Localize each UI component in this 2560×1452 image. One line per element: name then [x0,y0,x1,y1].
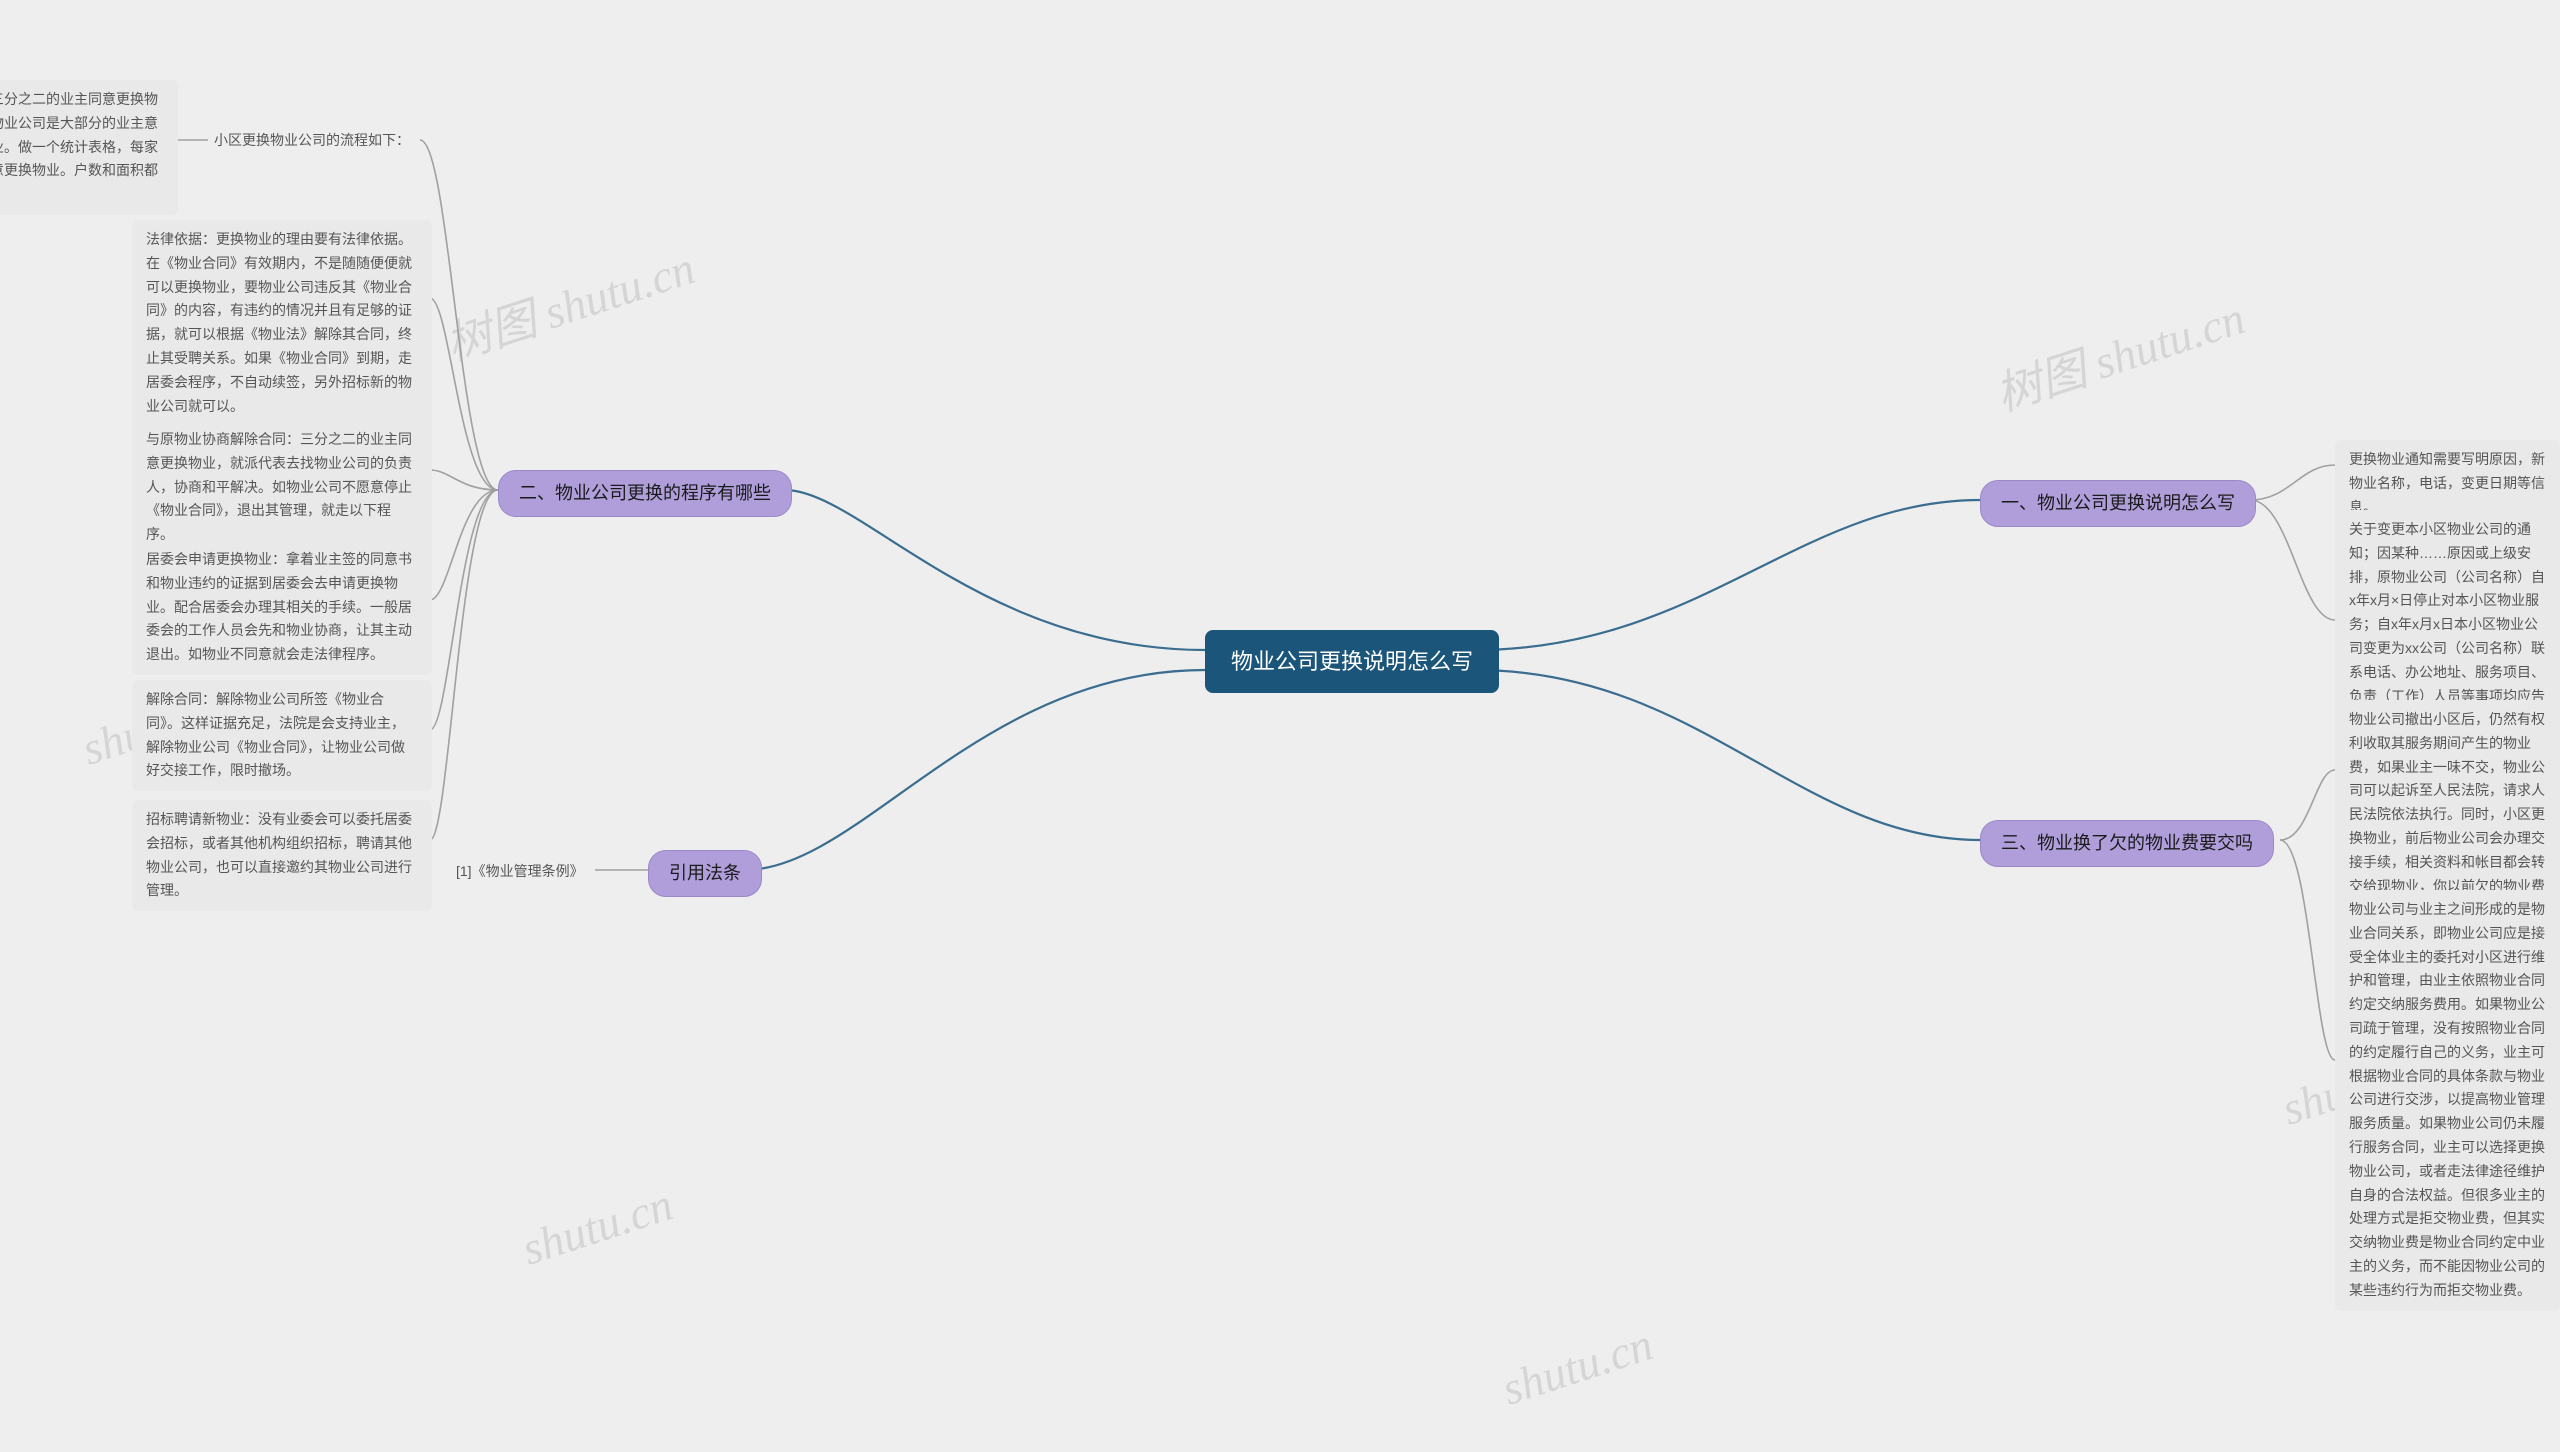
leaf-text: 招标聘请新物业：没有业委会可以委托居委会招标，或者其他机构组织招标，聘请其他物业… [146,811,412,898]
leaf-text: 法律依据：更换物业的理由要有法律依据。在《物业合同》有效期内，不是随随便便就可以… [146,231,412,414]
branch-3[interactable]: 三、物业换了欠的物业费要交吗 [1980,820,2274,867]
leaf-b2-6[interactable]: 招标聘请新物业：没有业委会可以委托居委会招标，或者其他机构组织招标，聘请其他物业… [132,800,432,911]
leaf-text: 更换物业通知需要写明原因，新物业名称，电话，变更日期等信息。 [2349,451,2545,515]
leaf-text: [1]《物业管理条例》 [456,863,584,879]
watermark: 树图 shutu.cn [436,232,702,375]
leaf-b3-2[interactable]: 物业公司与业主之间形成的是物业合同关系，即物业公司应是接受全体业主的委托对小区进… [2335,890,2560,1311]
leaf-text: 解除合同：解除物业公司所签《物业合同》。这样证据充足，法院是会支持业主，解除物业… [146,691,405,778]
root-node[interactable]: 物业公司更换说明怎么写 [1205,630,1499,693]
branch-1[interactable]: 一、物业公司更换说明怎么写 [1980,480,2256,527]
mindmap-canvas: 树图 shutu.cn 树图 shutu.cn shutu.cn shutu.c… [0,0,2560,1452]
branch-4[interactable]: 引用法条 [648,850,762,897]
branch-3-label: 三、物业换了欠的物业费要交吗 [2001,833,2253,853]
leaf-b2-2[interactable]: 法律依据：更换物业的理由要有法律依据。在《物业合同》有效期内，不是随随便便就可以… [132,220,432,426]
root-label: 物业公司更换说明怎么写 [1231,649,1473,674]
leaf-text: 居委会申请更换物业：拿着业主签的同意书和物业违约的证据到居委会去申请更换物业。配… [146,551,412,662]
leaf-text: 与原物业协商解除合同：三分之二的业主同意更换物业，就派代表去找物业公司的负责人，… [146,431,412,542]
watermark: shutu.cn [1496,1317,1659,1415]
branch-4-label: 引用法条 [669,863,741,883]
watermark: 树图 shutu.cn [1986,282,2252,425]
branch-1-label: 一、物业公司更换说明怎么写 [2001,493,2235,513]
branch-2-label: 二、物业公司更换的程序有哪些 [519,483,771,503]
leaf-b2-4[interactable]: 居委会申请更换物业：拿着业主签的同意书和物业违约的证据到居委会去申请更换物业。配… [132,540,432,675]
leaf-b2-label[interactable]: 小区更换物业公司的流程如下： [208,125,416,157]
leaf-text: 物业公司与业主之间形成的是物业合同关系，即物业公司应是接受全体业主的委托对小区进… [2349,901,2545,1298]
leaf-b2-5[interactable]: 解除合同：解除物业公司所签《物业合同》。这样证据充足，法院是会支持业主，解除物业… [132,680,432,791]
leaf-text: 小区更换物业公司的流程如下： [214,132,410,148]
watermark: shutu.cn [516,1177,679,1275]
leaf-text: 一半以上业主同意：三分之二的业主同意更换物业。首先要确定更换物业公司是大部分的业… [0,91,158,202]
leaf-b2-3[interactable]: 与原物业协商解除合同：三分之二的业主同意更换物业，就派代表去找物业公司的负责人，… [132,420,432,555]
leaf-b2-1[interactable]: 一半以上业主同意：三分之二的业主同意更换物业。首先要确定更换物业公司是大部分的业… [0,80,178,215]
branch-2[interactable]: 二、物业公司更换的程序有哪些 [498,470,792,517]
leaf-b4-1[interactable]: [1]《物业管理条例》 [450,856,590,888]
